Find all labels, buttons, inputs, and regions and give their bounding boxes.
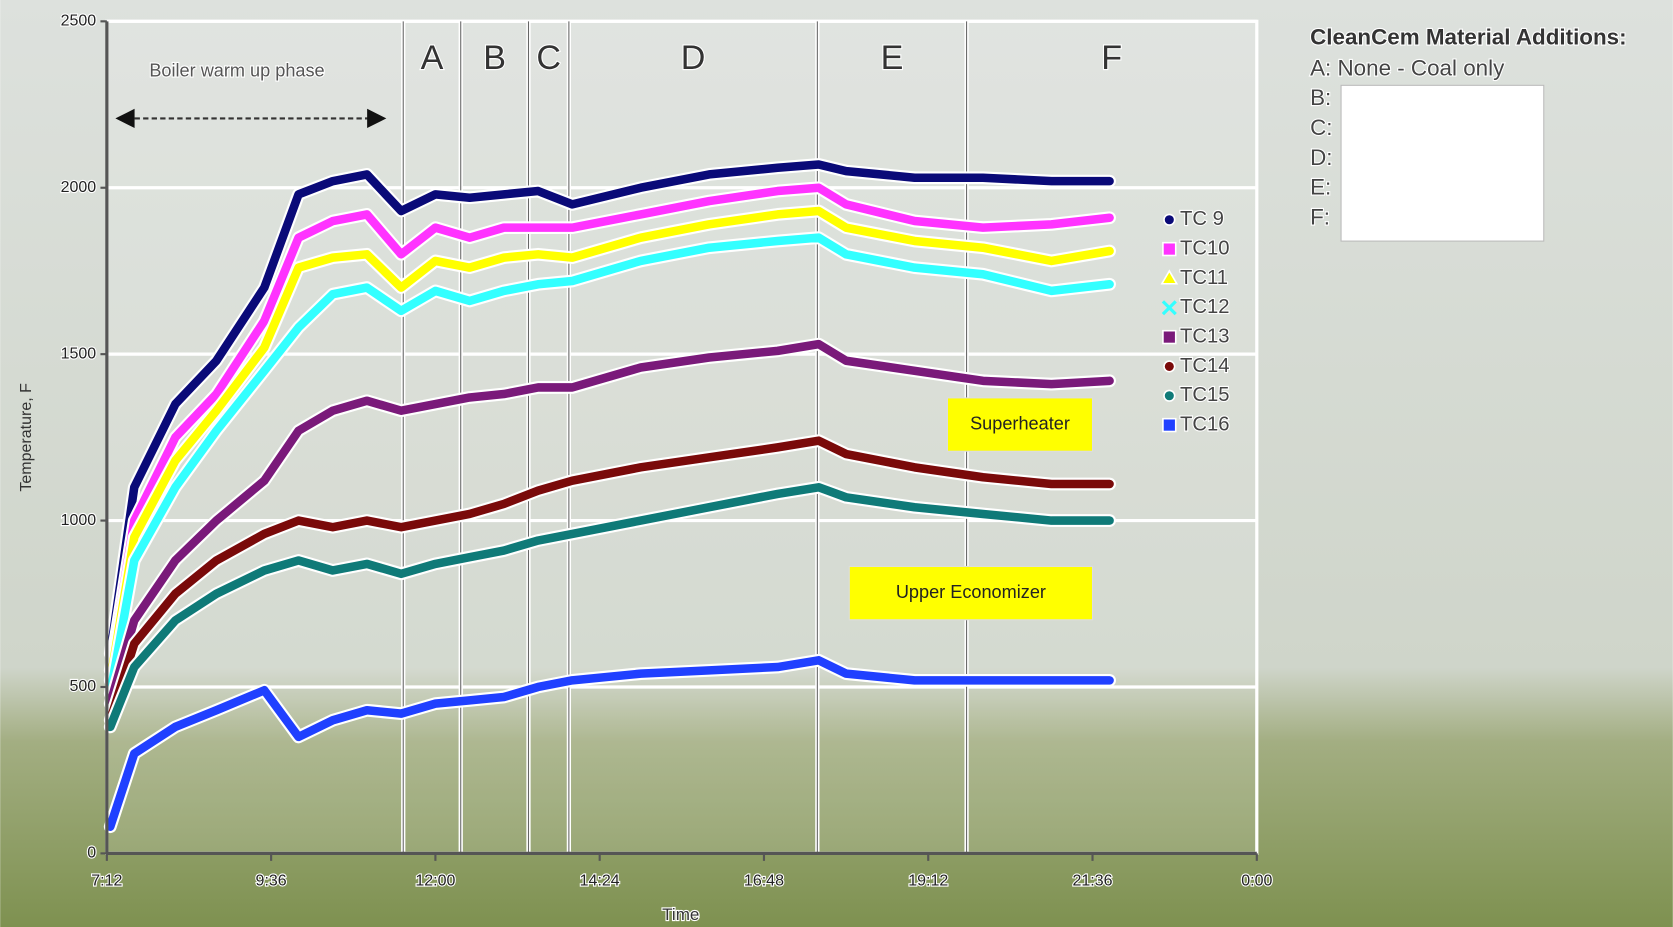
panel-box — [1341, 85, 1544, 241]
chart: A BC D E F 0 500 1000 1500 2000 2500 7:12 9:36 12:00… — [0, 0, 1673, 927]
phase-label: D — [681, 39, 706, 77]
x-tick-label: 7:12 — [91, 872, 122, 889]
y-tick-label: 1500 — [61, 345, 97, 362]
legend-marker — [1164, 390, 1175, 401]
legend-marker — [1164, 214, 1175, 225]
y-tick-label: 2000 — [61, 179, 97, 196]
legend-label: TC16 — [1180, 413, 1230, 435]
phase-label: F — [1101, 39, 1122, 77]
x-tick-label: 12:00 — [415, 872, 455, 889]
legend-marker — [1163, 419, 1176, 432]
legend-label: TC 9 — [1180, 208, 1224, 230]
legend-marker — [1163, 331, 1176, 344]
y-tick-label: 0 — [87, 845, 96, 862]
x-tick-label: 14:24 — [580, 872, 620, 889]
y-tick-label: 500 — [69, 678, 96, 695]
phase-label: C — [536, 39, 561, 77]
legend-marker — [1163, 243, 1176, 256]
y-tick-label: 2500 — [61, 13, 97, 30]
phase-label: B — [483, 39, 506, 77]
legend-label: TC14 — [1180, 355, 1230, 377]
x-tick-label: 0:00 — [1241, 872, 1272, 889]
panel-item: C: — [1310, 115, 1332, 140]
x-tick-label: 19:12 — [908, 872, 948, 889]
x-tick-label: 16:48 — [744, 872, 784, 889]
y-tick-label: 1000 — [61, 512, 97, 529]
superheater-label: Superheater — [970, 413, 1070, 433]
panel-title: CleanCem Material Additions: — [1310, 24, 1626, 49]
y-axis-title: Temperature, F — [18, 383, 35, 492]
panel-item: B: — [1310, 85, 1331, 110]
legend-label: TC12 — [1180, 296, 1230, 318]
warmup-label: Boiler warm up phase — [149, 60, 324, 80]
legend-label: TC11 — [1180, 267, 1228, 289]
legend-marker — [1164, 361, 1175, 372]
legend-label: TC13 — [1180, 325, 1230, 347]
economizer-label: Upper Economizer — [896, 582, 1046, 602]
panel-item: A: None - Coal only — [1310, 55, 1505, 80]
x-tick-label: 9:36 — [256, 872, 287, 889]
legend-label: TC10 — [1180, 237, 1230, 259]
panel-item: E: — [1310, 175, 1331, 200]
x-axis-title: Time — [662, 905, 699, 924]
phase-label: E — [881, 39, 904, 77]
panel-item: D: — [1310, 145, 1332, 170]
phase-label: A — [421, 39, 444, 77]
x-tick-label: 21:36 — [1072, 872, 1112, 889]
panel-item: F: — [1310, 205, 1330, 230]
legend-label: TC15 — [1180, 384, 1230, 406]
